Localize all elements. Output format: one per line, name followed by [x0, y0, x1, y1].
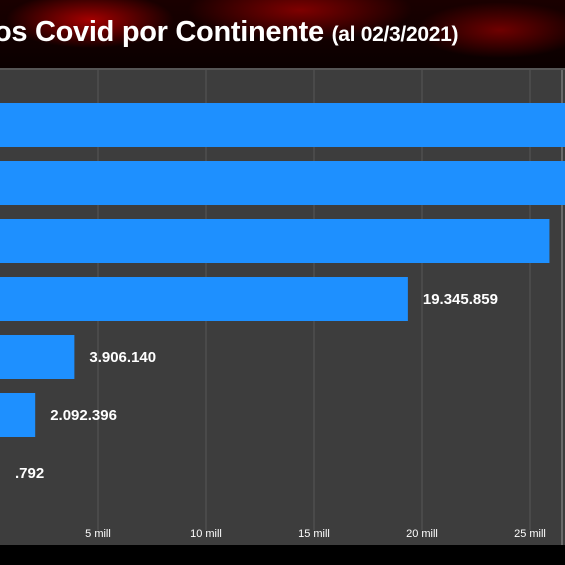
x-tick-label-1: 5 mill [85, 528, 111, 540]
bar-5 [0, 335, 75, 379]
chart-title-text: os Covid por Continente [0, 16, 324, 48]
bottom-strip [0, 545, 565, 565]
title-banner: os Covid por Continente (al 02/3/2021) [0, 0, 565, 68]
bar-value-label-7: .792 [15, 465, 44, 482]
chart-date-note: (al 02/3/2021) [331, 23, 459, 46]
x-tick-label-4: 20 mill [406, 528, 438, 540]
bar-1 [0, 103, 565, 147]
x-tick-label-3: 15 mill [298, 528, 330, 540]
x-tick-label-2: 10 mill [190, 528, 222, 540]
bar-value-label-4: 19.345.859 [423, 291, 498, 308]
chart-title: os Covid por Continente (al 02/3/2021) [0, 16, 458, 49]
bar-value-label-6: 2.092.396 [50, 407, 117, 424]
bar-2 [0, 161, 565, 205]
bar-3 [0, 219, 550, 263]
bar-6 [0, 393, 36, 437]
bar-4 [0, 277, 408, 321]
x-tick-label-5: 25 mill [514, 528, 546, 540]
bar-value-label-5: 3.906.140 [89, 349, 156, 366]
